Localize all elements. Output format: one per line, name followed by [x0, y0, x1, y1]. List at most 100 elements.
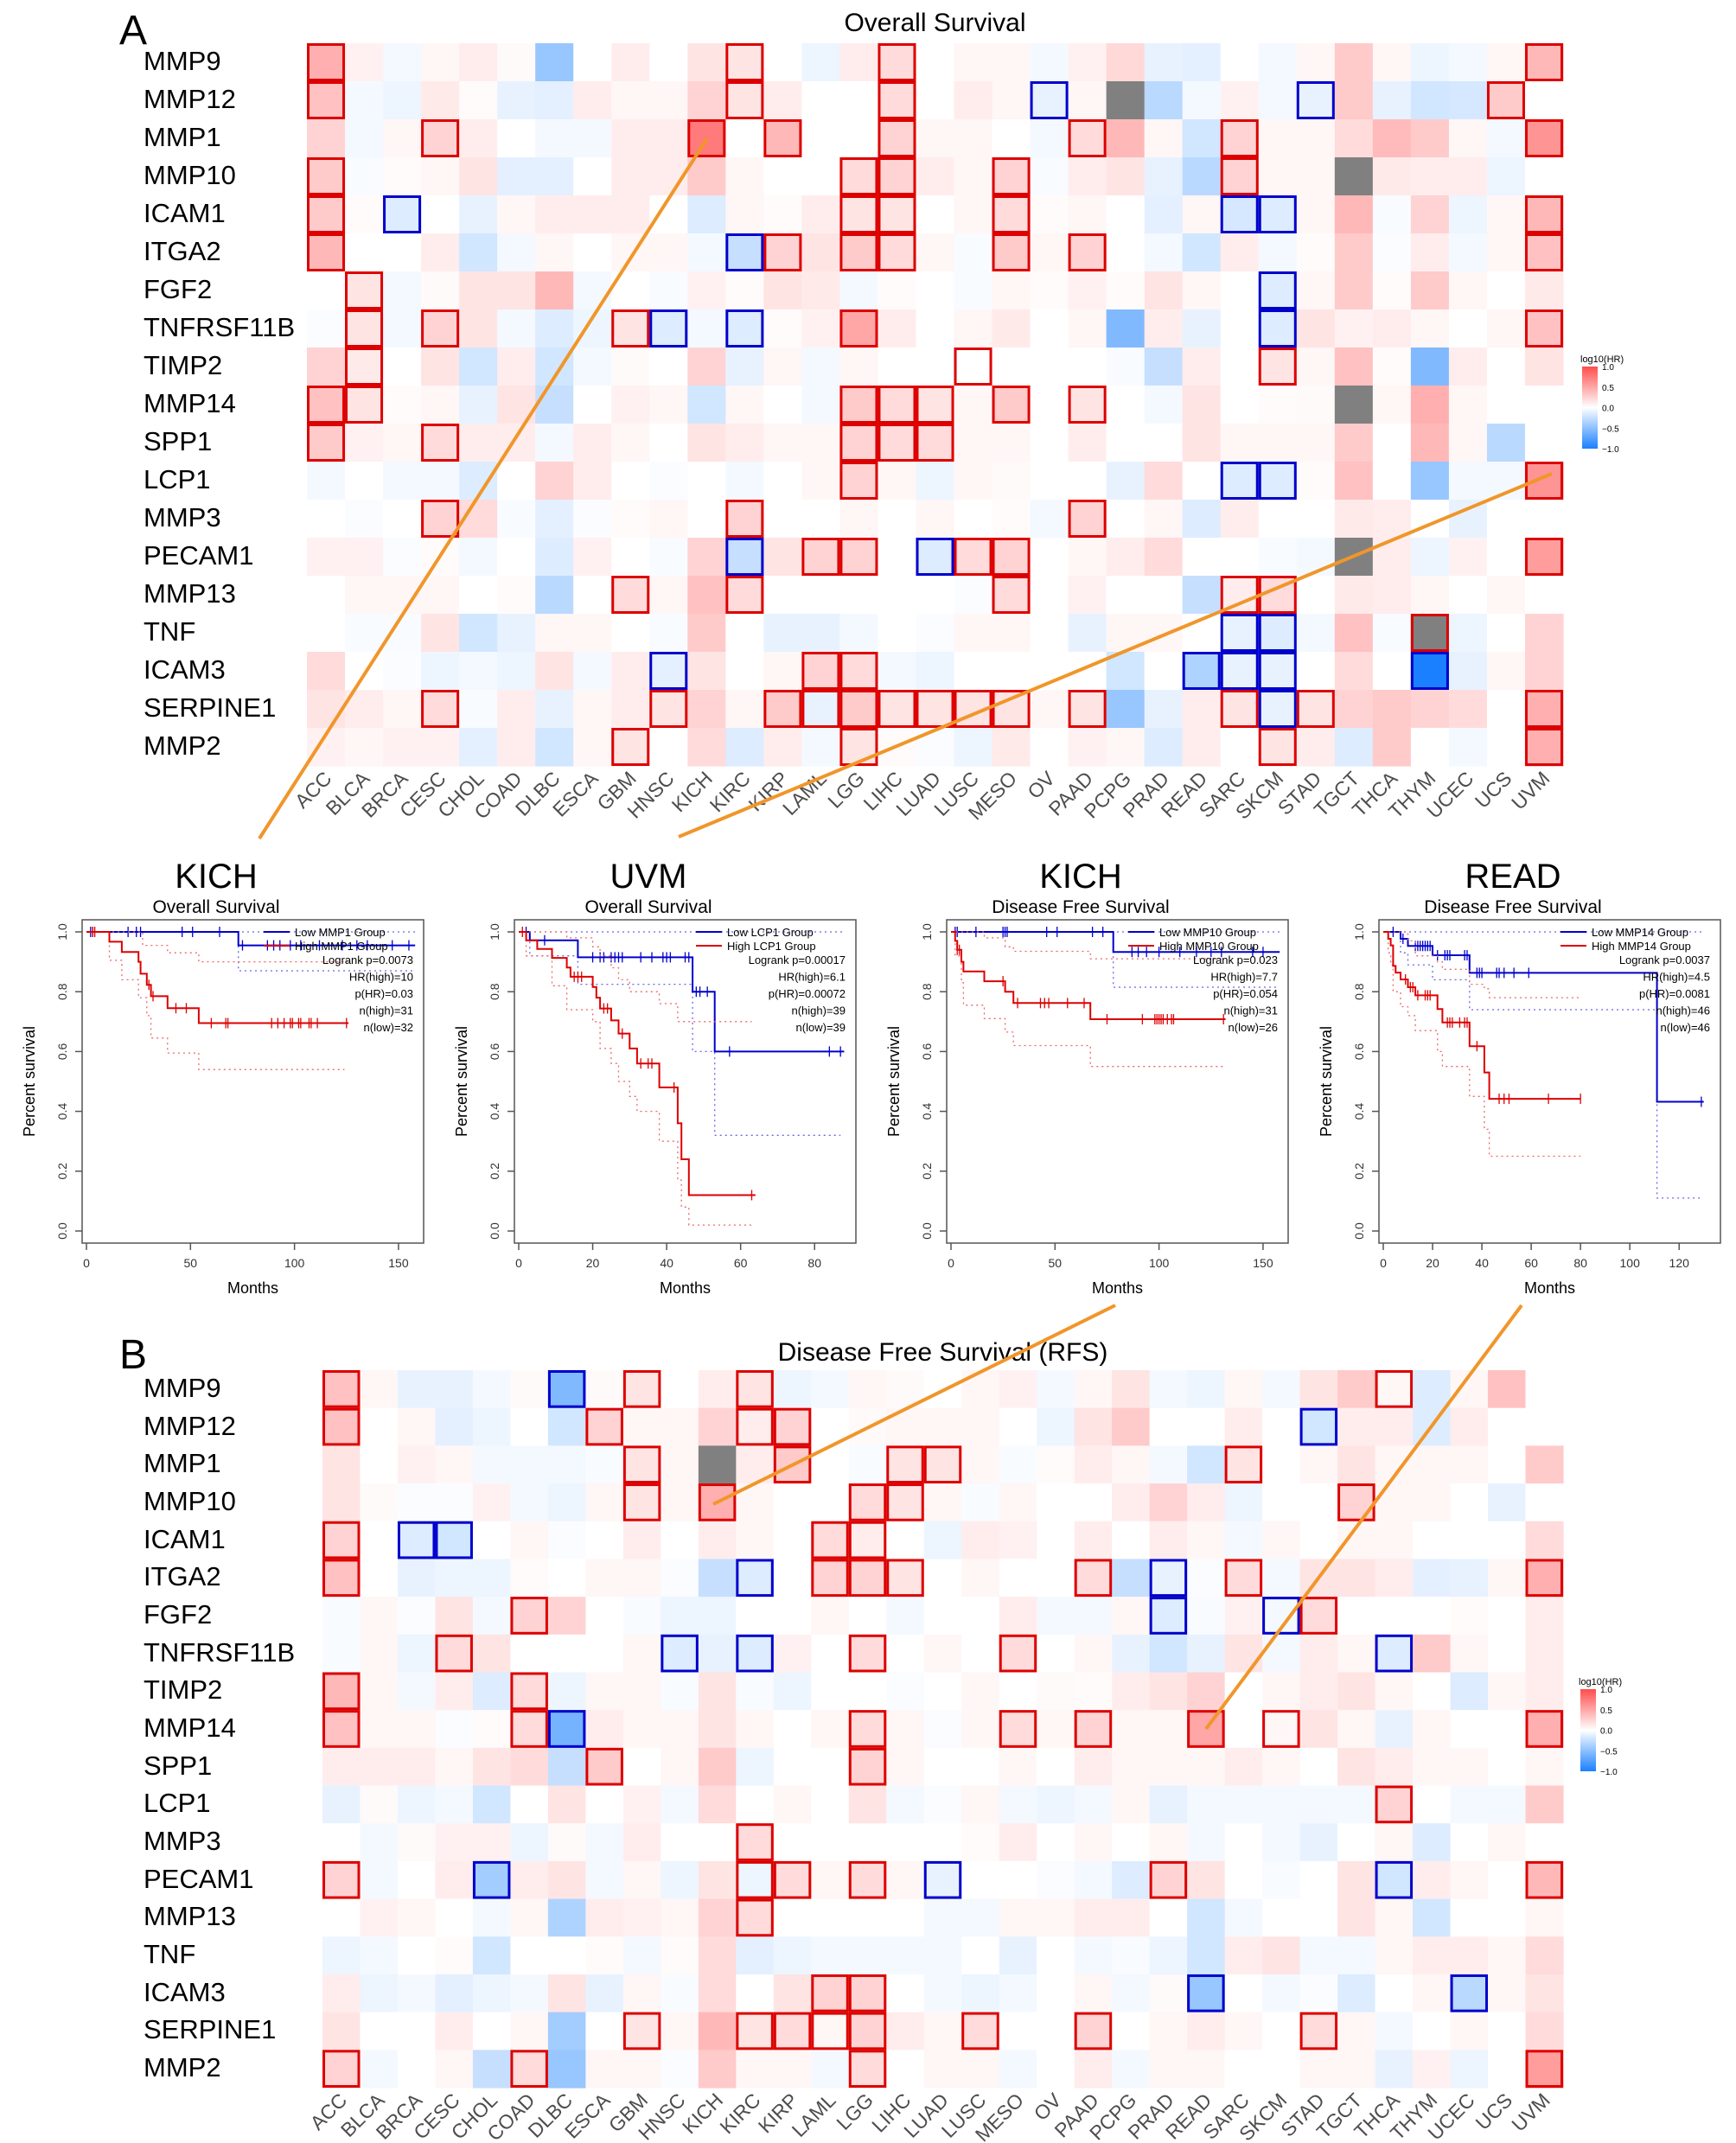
- heatmap-cell: [923, 1672, 962, 1711]
- heatmap-cell: [923, 1710, 962, 1749]
- heatmap-cell: [1375, 1898, 1414, 1937]
- heatmap-cell: [1334, 614, 1374, 653]
- heatmap-cell: [1258, 157, 1298, 196]
- heatmap-cell: [1448, 424, 1488, 462]
- heatmap-cell: [459, 43, 498, 82]
- heatmap-cell: [1299, 1974, 1338, 2013]
- heatmap-cell: [954, 500, 993, 539]
- significant-high-risk-box: [878, 386, 916, 424]
- heatmap-cell: [1262, 1370, 1301, 1409]
- heatmap-cell: [1448, 538, 1488, 577]
- heatmap-cell: [383, 119, 422, 158]
- heatmap-cell: [1337, 1597, 1376, 1636]
- heatmap-cell: [1524, 309, 1564, 348]
- heatmap-cell: [1337, 1521, 1376, 1560]
- heatmap-cell: [472, 1785, 512, 1824]
- heatmap-cell: [1334, 576, 1374, 615]
- heatmap-cell: [1524, 728, 1564, 767]
- heatmap-cell: [1106, 271, 1146, 310]
- heatmap-cell: [1144, 348, 1184, 386]
- heatmap-cell: [547, 1445, 586, 1484]
- heatmap-cell: [1334, 195, 1374, 234]
- heatmap-cell: [1337, 1559, 1376, 1598]
- heatmap-cell: [886, 1672, 925, 1711]
- heatmap-cell: [1074, 2050, 1113, 2089]
- heatmap-cell: [547, 1936, 586, 1975]
- heatmap-cell: [801, 386, 841, 424]
- heatmap-cell: [687, 309, 726, 348]
- heatmap-cell: [421, 195, 460, 234]
- heatmap-cell: [839, 271, 879, 310]
- heatmap-cell: [886, 1597, 925, 1636]
- heatmap-cell: [547, 1559, 586, 1598]
- heatmap-cell: [1074, 1710, 1113, 1749]
- x-tick-label: 40: [1475, 1256, 1489, 1270]
- heatmap-cell: [1299, 1747, 1338, 1787]
- heatmap-cell: [435, 1936, 474, 1975]
- heatmap-cell: [535, 576, 574, 615]
- heatmap-cell: [1149, 1823, 1188, 1862]
- heatmap-cell: [1106, 424, 1146, 462]
- heatmap-cell: [322, 1785, 361, 1824]
- heatmap-cell: [801, 157, 841, 196]
- km-plot: 0.00.20.40.60.81.00 50 100 150MonthsPercent…: [21, 919, 424, 1297]
- significant-high-risk-box: [1525, 2050, 1563, 2089]
- heatmap-cell: [839, 386, 879, 424]
- heatmap-cell: [1074, 1634, 1113, 1674]
- heatmap-cell: [1068, 576, 1107, 615]
- heatmap-cell: [573, 690, 612, 729]
- heatmap-cell: [811, 1672, 850, 1711]
- heatmap-cell: [1524, 43, 1564, 82]
- heatmap-cell: [383, 386, 422, 424]
- low-group-survival-curve: [1383, 931, 1704, 1103]
- heatmap-cell: [322, 1860, 361, 1900]
- y-tick-label: 0.4: [55, 1103, 69, 1120]
- heatmap-cell: [472, 2012, 512, 2051]
- heatmap-cell: [510, 1974, 549, 2013]
- heatmap-cell: [687, 652, 726, 691]
- heatmap-cell: [383, 652, 422, 691]
- heatmap-cell: [510, 1370, 549, 1409]
- colorbar-tick-label: 1.0: [1600, 1686, 1612, 1695]
- heatmap-cell: [1112, 2012, 1151, 2051]
- heatmap-cell: [725, 728, 764, 767]
- heatmap-cell: [547, 1747, 586, 1787]
- heatmap-cell: [1262, 1860, 1301, 1900]
- heatmap-cell: [954, 614, 993, 653]
- heatmap-cell: [459, 690, 498, 729]
- heatmap-cell: [421, 614, 460, 653]
- heatmap-cell: [1337, 1672, 1376, 1711]
- gene-label: MMP14: [144, 1712, 236, 1743]
- heatmap-cell: [1488, 1672, 1527, 1711]
- heatmap-cell: [1182, 233, 1222, 272]
- heatmap-cell: [547, 2050, 586, 2089]
- significant-high-risk-box: [510, 1672, 548, 1711]
- heatmap-cell: [1224, 1936, 1263, 1975]
- heatmap-cell: [435, 1634, 474, 1674]
- heatmap-cell: [1486, 728, 1526, 767]
- significant-low-risk-box: [1375, 1860, 1414, 1899]
- gene-label: MMP9: [144, 1372, 221, 1403]
- x-tick-label: 150: [1253, 1256, 1273, 1270]
- heatmap-cell: [322, 1710, 361, 1749]
- heatmap-cell: [1413, 1445, 1452, 1484]
- significant-high-risk-box: [322, 1559, 361, 1598]
- heatmap-cell: [992, 195, 1031, 234]
- heatmap-cell: [736, 1483, 775, 1522]
- heatmap-cell: [1074, 1483, 1113, 1522]
- heatmap-cell: [1037, 2012, 1075, 2051]
- heatmap-cell: [1337, 1747, 1376, 1787]
- significant-high-risk-box: [992, 157, 1031, 195]
- heatmap-cell: [345, 157, 384, 196]
- heatmap-cell: [345, 233, 384, 272]
- heatmap-cell: [1486, 500, 1526, 539]
- gene-label: ICAM3: [144, 1976, 226, 2007]
- heatmap-cell: [1413, 1936, 1452, 1975]
- heatmap-cell: [725, 348, 764, 386]
- heatmap-cell: [573, 576, 612, 615]
- cancer-type-label: UVM: [1507, 767, 1554, 814]
- y-tick-label: 0.8: [488, 983, 501, 1000]
- heatmap-cell: [1486, 386, 1526, 424]
- heatmap-cell: [961, 1936, 1000, 1975]
- heatmap-cell: [961, 1747, 1000, 1787]
